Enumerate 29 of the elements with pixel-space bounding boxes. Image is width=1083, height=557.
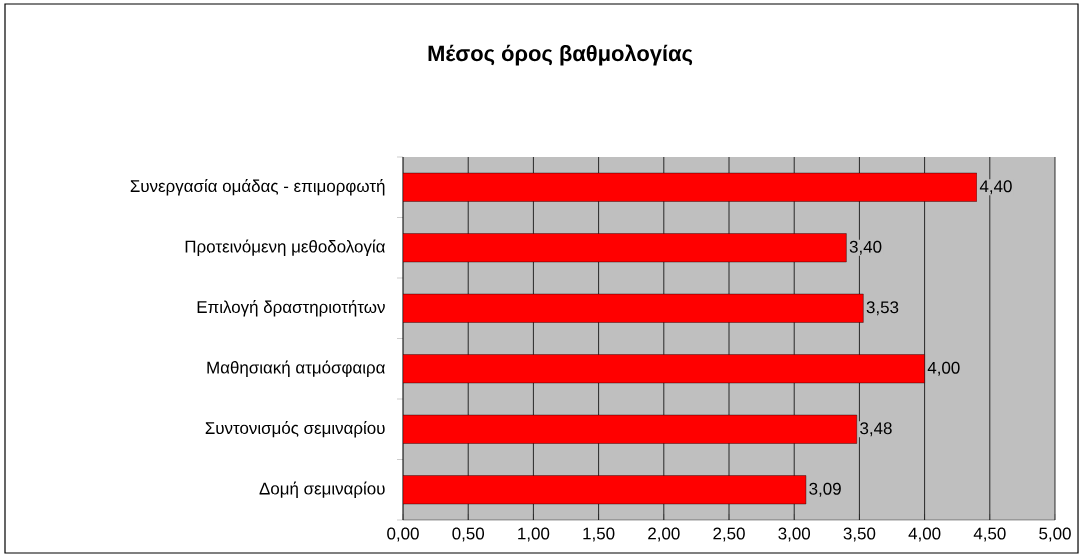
y-tick-label: Επιλογή δραστηριοτήτων bbox=[197, 300, 385, 317]
y-tick-label: Προτεινόμενη μεθοδολογία bbox=[185, 239, 385, 256]
x-tick-label: 4,50 bbox=[973, 527, 1006, 542]
data-label: 3,40 bbox=[849, 240, 882, 255]
x-tick-label: 3,00 bbox=[778, 527, 811, 542]
bar bbox=[403, 172, 977, 202]
data-label: 3,53 bbox=[866, 301, 899, 316]
data-label: 3,09 bbox=[809, 482, 841, 497]
y-tick-label: Μαθησιακή ατμόσφαιρα bbox=[207, 360, 385, 377]
x-tick-label: 5,00 bbox=[1039, 527, 1071, 542]
x-tick-label: 2,50 bbox=[713, 527, 745, 542]
x-tick-label: 0,00 bbox=[387, 527, 419, 542]
y-tick-label: Συνεργασία ομάδας - επιμορφωτή bbox=[130, 179, 385, 196]
bar bbox=[403, 293, 864, 323]
data-label: 3,48 bbox=[860, 422, 892, 437]
x-tick-label: 1,00 bbox=[518, 527, 550, 542]
y-tick-label: Συντονισμός σεμιναρίου bbox=[205, 421, 385, 438]
bar bbox=[403, 233, 847, 263]
bar bbox=[403, 354, 925, 384]
data-label: 4,00 bbox=[927, 361, 960, 376]
x-tick-label: 4,00 bbox=[908, 527, 941, 542]
data-label: 4,40 bbox=[979, 180, 1012, 195]
x-tick-label: 3,50 bbox=[843, 527, 876, 542]
chart-title: Μέσος όρος βαθμολογίας bbox=[428, 44, 693, 66]
bar bbox=[403, 475, 807, 505]
x-tick-label: 2,00 bbox=[648, 527, 680, 542]
x-tick-label: 0,50 bbox=[452, 527, 485, 542]
x-tick-label: 1,50 bbox=[583, 527, 615, 542]
y-tick-label: Δομή σεμιναρίου bbox=[259, 481, 385, 498]
